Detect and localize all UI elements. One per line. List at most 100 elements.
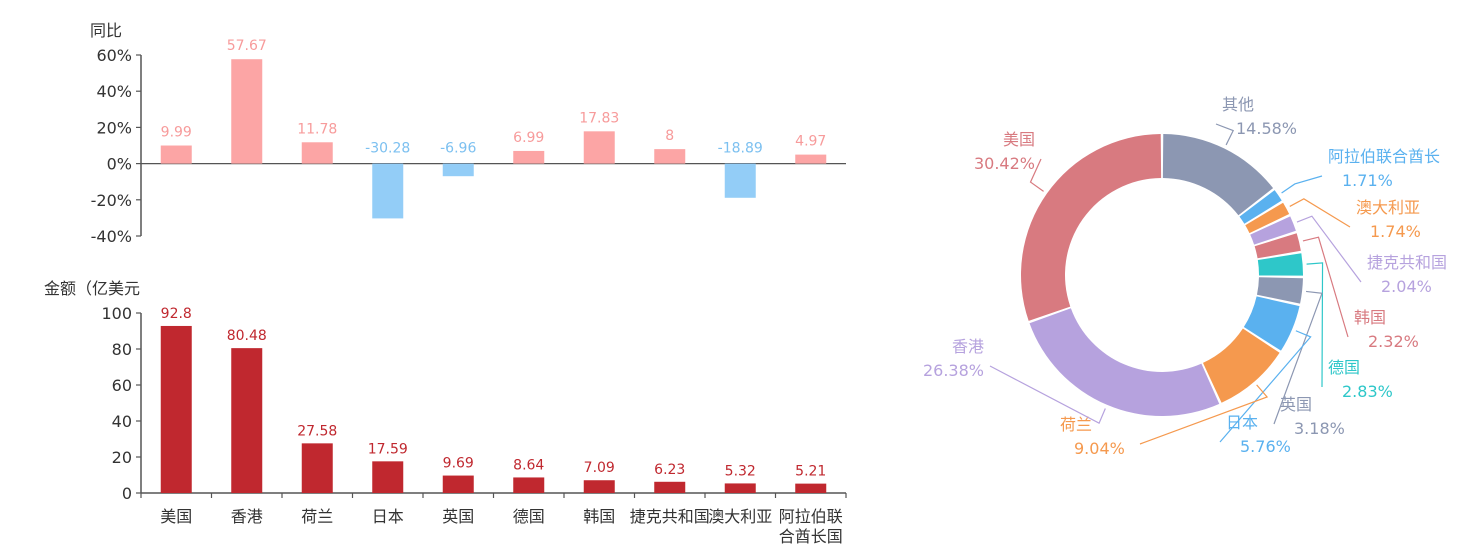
donut-leader-line [1289,198,1351,228]
amount-bar [724,483,756,493]
amount-y-tick-label: 0 [122,484,132,503]
yoy-value-label: -18.89 [718,141,763,157]
amount-bar [231,348,263,493]
amount-value-label: 27.58 [297,423,337,439]
donut-slice [1243,296,1300,351]
donut-slice-percent: 1.71% [1342,171,1393,190]
yoy-y-tick-label: 40% [96,82,132,101]
amount-bar [160,325,192,493]
yoy-value-label: 8 [665,128,674,144]
yoy-bar-chart: 同比 60% 40% 20% 0% -20% -40% 9.99 57.67 11.78 -30.2… [90,21,846,246]
donut-slice-name: 阿拉伯联合酋长 [1328,147,1440,166]
amount-value-label: 7.09 [584,460,615,476]
yoy-bar [583,131,615,164]
amount-value-label: 9.69 [443,456,474,472]
yoy-bar [442,163,474,177]
yoy-bar [372,163,404,219]
donut-slice-name: 德国 [1328,358,1360,377]
yoy-bar [795,154,827,164]
yoy-y-tick-label: 20% [96,118,132,137]
amount-y-tick-label: 100 [101,304,132,323]
yoy-y-tick-label: 0% [107,155,132,174]
x-category-label: 韩国 [583,507,615,526]
yoy-bar [513,150,545,164]
donut-leader-line [1281,175,1323,194]
x-category-label: 荷兰 [301,507,333,526]
yoy-value-label: 6.99 [513,130,544,146]
donut-slice-percent: 9.04% [1074,439,1125,458]
donut-slice [1245,202,1290,234]
yoy-value-label: -30.28 [365,141,410,157]
amount-bar [513,477,545,493]
donut-leader-line [989,365,1106,425]
x-category-label: 德国 [513,507,545,526]
amount-axis-title: 金额（亿美元 [44,279,140,298]
yoy-y-tick-label: -20% [91,191,132,210]
donut-slice-name: 日本 [1226,413,1258,432]
amount-y-tick-label: 20 [112,448,132,467]
donut-slice-percent: 1.74% [1370,222,1421,241]
donut-slice-percent: 30.42% [974,154,1035,173]
yoy-value-label: 9.99 [161,125,192,141]
donut-slice-percent: 26.38% [923,361,984,380]
amount-bar [372,461,404,493]
donut-slice-name: 英国 [1280,395,1312,414]
amount-y-tick-label: 60 [112,376,132,395]
donut-slice-percent: 14.58% [1236,119,1297,138]
yoy-value-label: -6.96 [440,141,476,157]
donut-slice [1202,328,1280,403]
donut-leader-line [1219,330,1312,443]
yoy-bar [301,142,333,164]
donut-slice-percent: 3.18% [1294,419,1345,438]
yoy-bar [654,149,686,164]
yoy-y-tick-label: -40% [91,227,132,246]
share-donut-chart: 其他 14.58% 阿拉伯联合酋长 1.71% 澳大利亚 1.74% 捷克共和国 2.04% 韩… [923,95,1447,458]
amount-value-label: 80.48 [227,328,267,344]
donut-slice-name: 澳大利亚 [1356,198,1420,217]
donut-slice-name: 香港 [952,337,984,356]
donut-slice-name: 捷克共和国 [1367,253,1447,272]
donut-leader-line [1215,123,1235,146]
donut-slice [1029,308,1220,416]
donut-slice [1250,216,1296,245]
amount-bar [654,481,686,493]
x-category-label: 英国 [442,507,474,526]
yoy-bar [231,59,263,164]
amount-bar [301,443,333,493]
donut-slice [1256,277,1303,304]
yoy-value-label: 17.83 [579,110,619,126]
amount-value-label: 6.23 [654,462,685,478]
x-category-label: 阿拉伯联合酋长国 [779,507,843,546]
amount-bar [583,480,615,493]
amount-value-label: 17.59 [368,441,408,457]
amount-bar [795,483,827,493]
yoy-value-label: 4.97 [795,134,826,150]
yoy-bar [724,163,756,198]
donut-slice-percent: 2.32% [1368,332,1419,351]
amount-value-label: 5.32 [725,463,756,479]
yoy-axis-title: 同比 [90,21,122,40]
amount-value-label: 8.64 [513,457,544,473]
donut-slice-name: 其他 [1222,95,1254,114]
donut-leader-line [1139,384,1269,445]
donut-leader-line [1296,215,1362,283]
donut-leader-line [1029,158,1044,192]
yoy-y-tick-label: 60% [96,46,132,65]
donut-slice-percent: 5.76% [1240,437,1291,456]
amount-y-tick-label: 80 [112,340,132,359]
donut-leader-line [1306,262,1324,388]
donut-slice-percent: 2.83% [1342,382,1393,401]
donut-slice [1257,253,1303,276]
amount-bar [442,475,474,493]
yoy-value-label: 57.67 [227,38,267,54]
donut-leader-line [1273,290,1323,425]
amount-value-label: 92.8 [161,306,192,322]
donut-slice-percent: 2.04% [1381,277,1432,296]
donut-leader-line [1302,236,1349,338]
x-category-label: 澳大利亚 [708,507,772,526]
yoy-value-label: 11.78 [297,121,337,137]
x-category-label: 美国 [160,507,192,526]
yoy-bar [160,145,192,164]
x-category-label: 日本 [372,507,404,526]
